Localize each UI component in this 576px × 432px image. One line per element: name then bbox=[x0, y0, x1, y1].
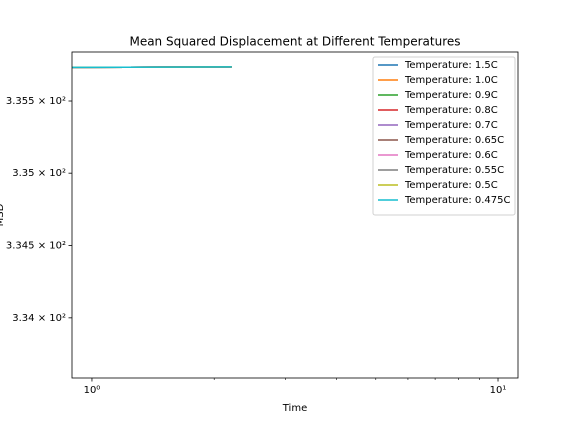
y-tick-label: 3.35 × 10² bbox=[12, 168, 66, 179]
x-tick-label: 10¹ bbox=[490, 385, 507, 396]
legend-label: Temperature: 0.65C bbox=[404, 135, 504, 146]
legend-label: Temperature: 0.7C bbox=[404, 120, 498, 131]
y-tick-label: 3.34 × 10² bbox=[12, 313, 66, 324]
legend-label: Temperature: 0.5C bbox=[404, 180, 498, 191]
legend-label: Temperature: 0.6C bbox=[404, 150, 498, 161]
x-axis-label: Time bbox=[282, 403, 307, 414]
y-tick-label: 3.355 × 10² bbox=[6, 96, 66, 107]
y-tick-label: 3.345 × 10² bbox=[6, 240, 66, 251]
legend-box bbox=[372, 56, 516, 216]
series-line bbox=[71, 66, 232, 69]
legend-label: Temperature: 1.5C bbox=[404, 60, 498, 71]
legend-label: Temperature: 1.0C bbox=[404, 75, 498, 86]
legend-label: Temperature: 0.475C bbox=[404, 195, 511, 206]
y-axis-label: MSD bbox=[0, 203, 6, 226]
x-tick-label: 10⁰ bbox=[84, 385, 101, 396]
legend-label: Temperature: 0.55C bbox=[404, 165, 504, 176]
chart-title: Mean Squared Displacement at Different T… bbox=[129, 35, 460, 49]
legend-label: Temperature: 0.9C bbox=[404, 90, 498, 101]
plot-frame bbox=[71, 51, 519, 379]
legend-label: Temperature: 0.8C bbox=[404, 105, 498, 116]
